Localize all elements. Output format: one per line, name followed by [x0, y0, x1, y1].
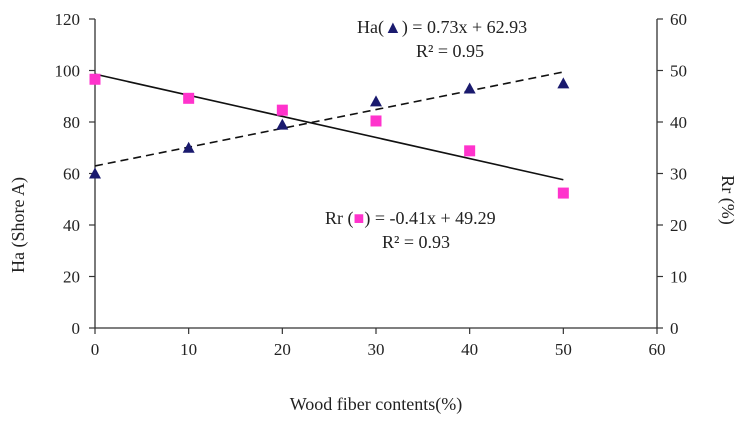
- ha-data-point: [463, 82, 476, 94]
- rr-data-point: [276, 104, 288, 116]
- ha-data-point: [182, 141, 195, 153]
- rr-data-point: [183, 92, 195, 104]
- y-tick-label-left: 20: [63, 268, 80, 287]
- x-tick-label: 60: [649, 340, 666, 359]
- y-tick-label-left: 0: [72, 319, 81, 338]
- rr-data-point: [557, 187, 569, 199]
- rr-trend-equation: Rr (■) = -0.41x + 49.29 R² = 0.93: [325, 208, 496, 252]
- y-tick-label-right: 40: [670, 113, 687, 132]
- y-tick-label-right: 50: [670, 62, 687, 81]
- ha-data-point: [557, 77, 570, 89]
- triangle-icon: ▲: [384, 17, 402, 37]
- y-tick-label-left: 80: [63, 113, 80, 132]
- y-axis-title-right: Rr (%): [717, 175, 738, 224]
- ha-equation-suffix: ) = 0.73x + 62.93: [402, 17, 527, 38]
- x-tick-label: 10: [180, 340, 197, 359]
- rr-r2: R² = 0.93: [382, 232, 450, 252]
- rr-data-point: [89, 73, 101, 85]
- y-tick-label-left: 120: [55, 10, 81, 29]
- x-axis-title: Wood fiber contents(%): [290, 394, 463, 415]
- rr-equation-prefix: Rr (: [325, 208, 354, 229]
- svg-text:Ha(▲) = 0.73x + 62.93: Ha(▲) = 0.73x + 62.93: [357, 17, 527, 38]
- y-tick-label-right: 10: [670, 268, 687, 287]
- x-tick-label: 40: [461, 340, 478, 359]
- rr-data-point: [464, 145, 476, 157]
- trendlines: [94, 71, 564, 181]
- rr-equation-suffix: ) = -0.41x + 49.29: [364, 208, 495, 229]
- y-axis-title-left: Ha (Shore A): [8, 177, 29, 273]
- y-tick-label-right: 60: [670, 10, 687, 29]
- x-tick-label: 50: [555, 340, 572, 359]
- ha-trendline: [94, 71, 564, 167]
- ha-data-point: [370, 95, 382, 107]
- y-tick-label-left: 100: [55, 62, 81, 81]
- y-tick-label-right: 20: [670, 216, 687, 235]
- ticks: 0 10 20 30 40 50 60020406080100120010203040506…: [55, 10, 688, 359]
- ha-trend-equation: Ha(▲) = 0.73x + 62.93 R² = 0.95: [357, 17, 527, 61]
- rr-trendline: [94, 73, 564, 181]
- y-tick-label-right: 30: [670, 165, 687, 184]
- ha-equation-prefix: Ha(: [357, 17, 384, 38]
- ha-data-point: [276, 118, 289, 130]
- y-tick-label-left: 40: [63, 216, 80, 235]
- x-tick-label: 20: [274, 340, 291, 359]
- rr-data-point: [370, 115, 382, 127]
- ha-data-point: [89, 167, 101, 179]
- data-points: [89, 73, 570, 199]
- svg-text:Rr (■) = -0.41x + 49.29: Rr (■) = -0.41x + 49.29: [325, 208, 496, 229]
- axes: [94, 19, 658, 329]
- ha-r2: R² = 0.95: [416, 41, 484, 61]
- square-icon: ■: [354, 208, 365, 228]
- y-tick-label-left: 60: [63, 165, 80, 184]
- x-tick-label: 30: [368, 340, 385, 359]
- x-tick-label: 0: [91, 340, 100, 359]
- y-tick-label-right: 0: [670, 319, 679, 338]
